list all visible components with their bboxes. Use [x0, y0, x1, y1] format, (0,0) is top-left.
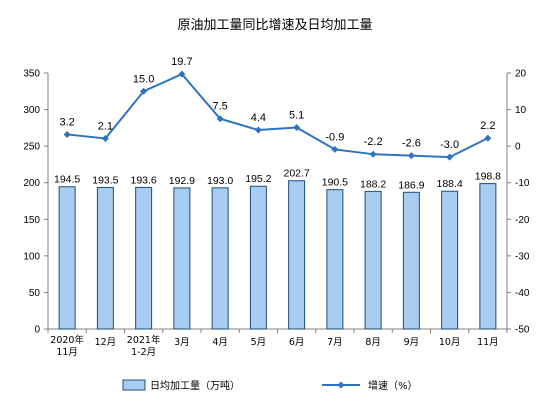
y-left-tick-label: 350 — [23, 69, 40, 80]
growth-value-label: 7.5 — [212, 101, 227, 113]
bar — [402, 191, 420, 330]
growth-point — [446, 153, 454, 161]
bar — [96, 186, 114, 330]
x-category-label: 2021年 — [127, 334, 161, 346]
bar-value-label: 190.5 — [322, 177, 348, 189]
bar-value-label: 193.6 — [130, 174, 156, 186]
axes-layer: 0 50 100 150 200 250 300 350 -50 -40 -30 -20 -10 0 10 2… — [23, 69, 530, 359]
growth-value-label: 4.4 — [251, 112, 266, 124]
chart-title: 原油加工量同比增速及日均加工量 — [177, 18, 372, 33]
bar — [58, 186, 76, 330]
growth-point — [254, 126, 262, 134]
growth-value-label: -2.2 — [364, 136, 383, 148]
y-left-tick-label: 100 — [23, 251, 40, 262]
x-category-label: 1-2月 — [131, 347, 156, 358]
bar — [135, 186, 153, 330]
bar — [211, 187, 229, 330]
x-category-label: 5月 — [251, 337, 267, 348]
bar-value-label: 186.9 — [398, 179, 424, 191]
bar-value-label: 188.2 — [360, 178, 386, 190]
growth-value-label: -0.9 — [325, 131, 344, 143]
bar-value-label: 202.7 — [283, 168, 309, 180]
growth-point — [63, 130, 71, 138]
x-category-label: 10月 — [439, 337, 461, 348]
bar-value-label: 192.9 — [169, 175, 195, 187]
bar-value-label: 194.5 — [54, 174, 80, 186]
legend-line-label: 增速（%） — [368, 379, 418, 392]
bar-value-label: 188.4 — [436, 178, 462, 190]
growth-point — [178, 70, 186, 78]
bar — [364, 190, 382, 330]
x-category-label: 11月 — [477, 337, 499, 348]
growth-value-label: -2.6 — [402, 138, 421, 150]
y-right-tick-label: -30 — [515, 251, 530, 262]
growth-value-label: 15.0 — [133, 73, 154, 85]
y-right-tick-label: 0 — [515, 142, 521, 153]
bar-value-label: 193.5 — [92, 174, 118, 186]
x-category-label: 12月 — [95, 337, 117, 348]
growth-point — [216, 115, 224, 123]
y-right-tick-label: -10 — [515, 178, 530, 189]
growth-value-label: 19.7 — [171, 56, 192, 68]
x-category-label: 7月 — [327, 337, 343, 348]
growth-point — [293, 123, 301, 131]
growth-value-label: 3.2 — [59, 116, 74, 128]
y-right-tick-label: -50 — [515, 325, 530, 336]
legend-line-marker — [337, 381, 345, 389]
growth-point — [331, 145, 339, 153]
y-right-tick-label: -20 — [515, 215, 530, 226]
x-category-label: 3月 — [174, 337, 190, 348]
growth-point — [369, 150, 377, 158]
x-category-label: 11月 — [56, 347, 78, 358]
y-left-tick-label: 50 — [29, 288, 41, 299]
bar — [249, 185, 267, 330]
line-layer: 3.2 2.1 15.0 19.7 7.5 4.4 5.1 -0.9 -2.2 -2.6 -3.0 2… — [59, 56, 496, 161]
y-right-tick-label: 10 — [515, 105, 527, 116]
growth-point — [407, 152, 415, 160]
x-category-label: 9月 — [404, 337, 420, 348]
bar-value-label: 198.8 — [475, 171, 501, 183]
growth-point — [101, 134, 109, 142]
legend-bar-label: 日均加工量（万吨） — [150, 379, 240, 392]
x-category-label: 8月 — [365, 337, 381, 348]
growth-value-label: 5.1 — [289, 109, 304, 121]
bar — [479, 183, 497, 330]
bar — [173, 187, 191, 330]
y-left-tick-label: 300 — [23, 105, 40, 116]
bar — [288, 180, 306, 330]
bar-value-label: 195.2 — [245, 173, 271, 185]
y-left-tick-label: 200 — [23, 178, 40, 189]
bar-value-label: 193.0 — [207, 175, 233, 187]
y-right-tick-label: -40 — [515, 288, 530, 299]
growth-value-label: 2.1 — [98, 120, 113, 132]
x-category-label: 6月 — [289, 337, 305, 348]
y-left-tick-label: 150 — [23, 215, 40, 226]
y-left-tick-label: 0 — [34, 325, 40, 336]
bar — [441, 190, 459, 330]
legend-bar-swatch — [122, 379, 146, 391]
growth-point — [484, 134, 492, 142]
growth-value-label: -3.0 — [440, 139, 459, 151]
growth-line — [67, 72, 489, 159]
bars-layer: 194.5 193.5 193.6 192.9 193.0 195.2 202.7 190.5… — [54, 168, 501, 330]
x-category-label: 2020年 — [50, 334, 84, 346]
y-left-tick-label: 250 — [23, 142, 40, 153]
growth-value-label: 2.2 — [480, 120, 495, 132]
legend: 日均加工量（万吨） 增速（%） — [122, 379, 418, 392]
y-right-tick-label: 20 — [515, 69, 527, 80]
bar — [326, 189, 344, 330]
x-category-label: 4月 — [212, 337, 228, 348]
growth-point — [140, 87, 148, 95]
